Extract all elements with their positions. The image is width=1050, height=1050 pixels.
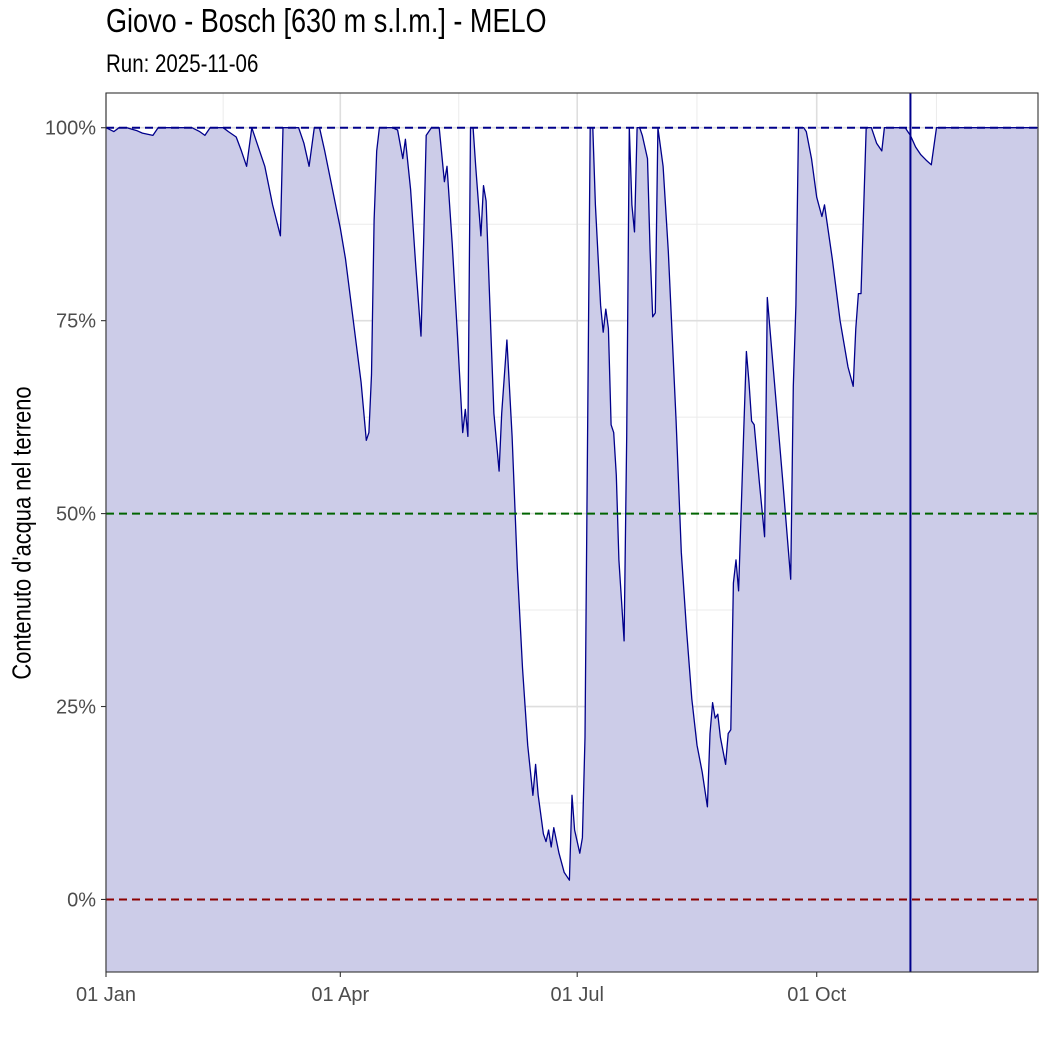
series-area [106, 127, 1038, 972]
chart-title: Giovo - Bosch [630 m s.l.m.] - MELO [106, 2, 547, 39]
plot-panel-border [105, 92, 1039, 973]
chart-subtitle: Run: 2025-11-06 [106, 50, 259, 78]
data-layer [105, 127, 1038, 972]
y-tick-label: 25% [56, 697, 96, 719]
series-line [105, 127, 1038, 881]
y-tick-label: 0% [67, 889, 96, 911]
y-tick-label: 50% [56, 504, 96, 526]
x-tick-label: 01 Jan [76, 984, 136, 1006]
x-tick-label: 01 Jul [551, 984, 604, 1006]
y-tick-label: 100% [45, 118, 96, 140]
y-tick-label: 75% [56, 311, 96, 333]
x-tick-label: 01 Apr [311, 984, 369, 1006]
x-tick-label: 01 Oct [787, 984, 846, 1006]
axis-ticks: 0% 25% 50% 75% 100% 01 Jan 01 Apr 01 Jul 01 Oct [45, 118, 847, 1006]
